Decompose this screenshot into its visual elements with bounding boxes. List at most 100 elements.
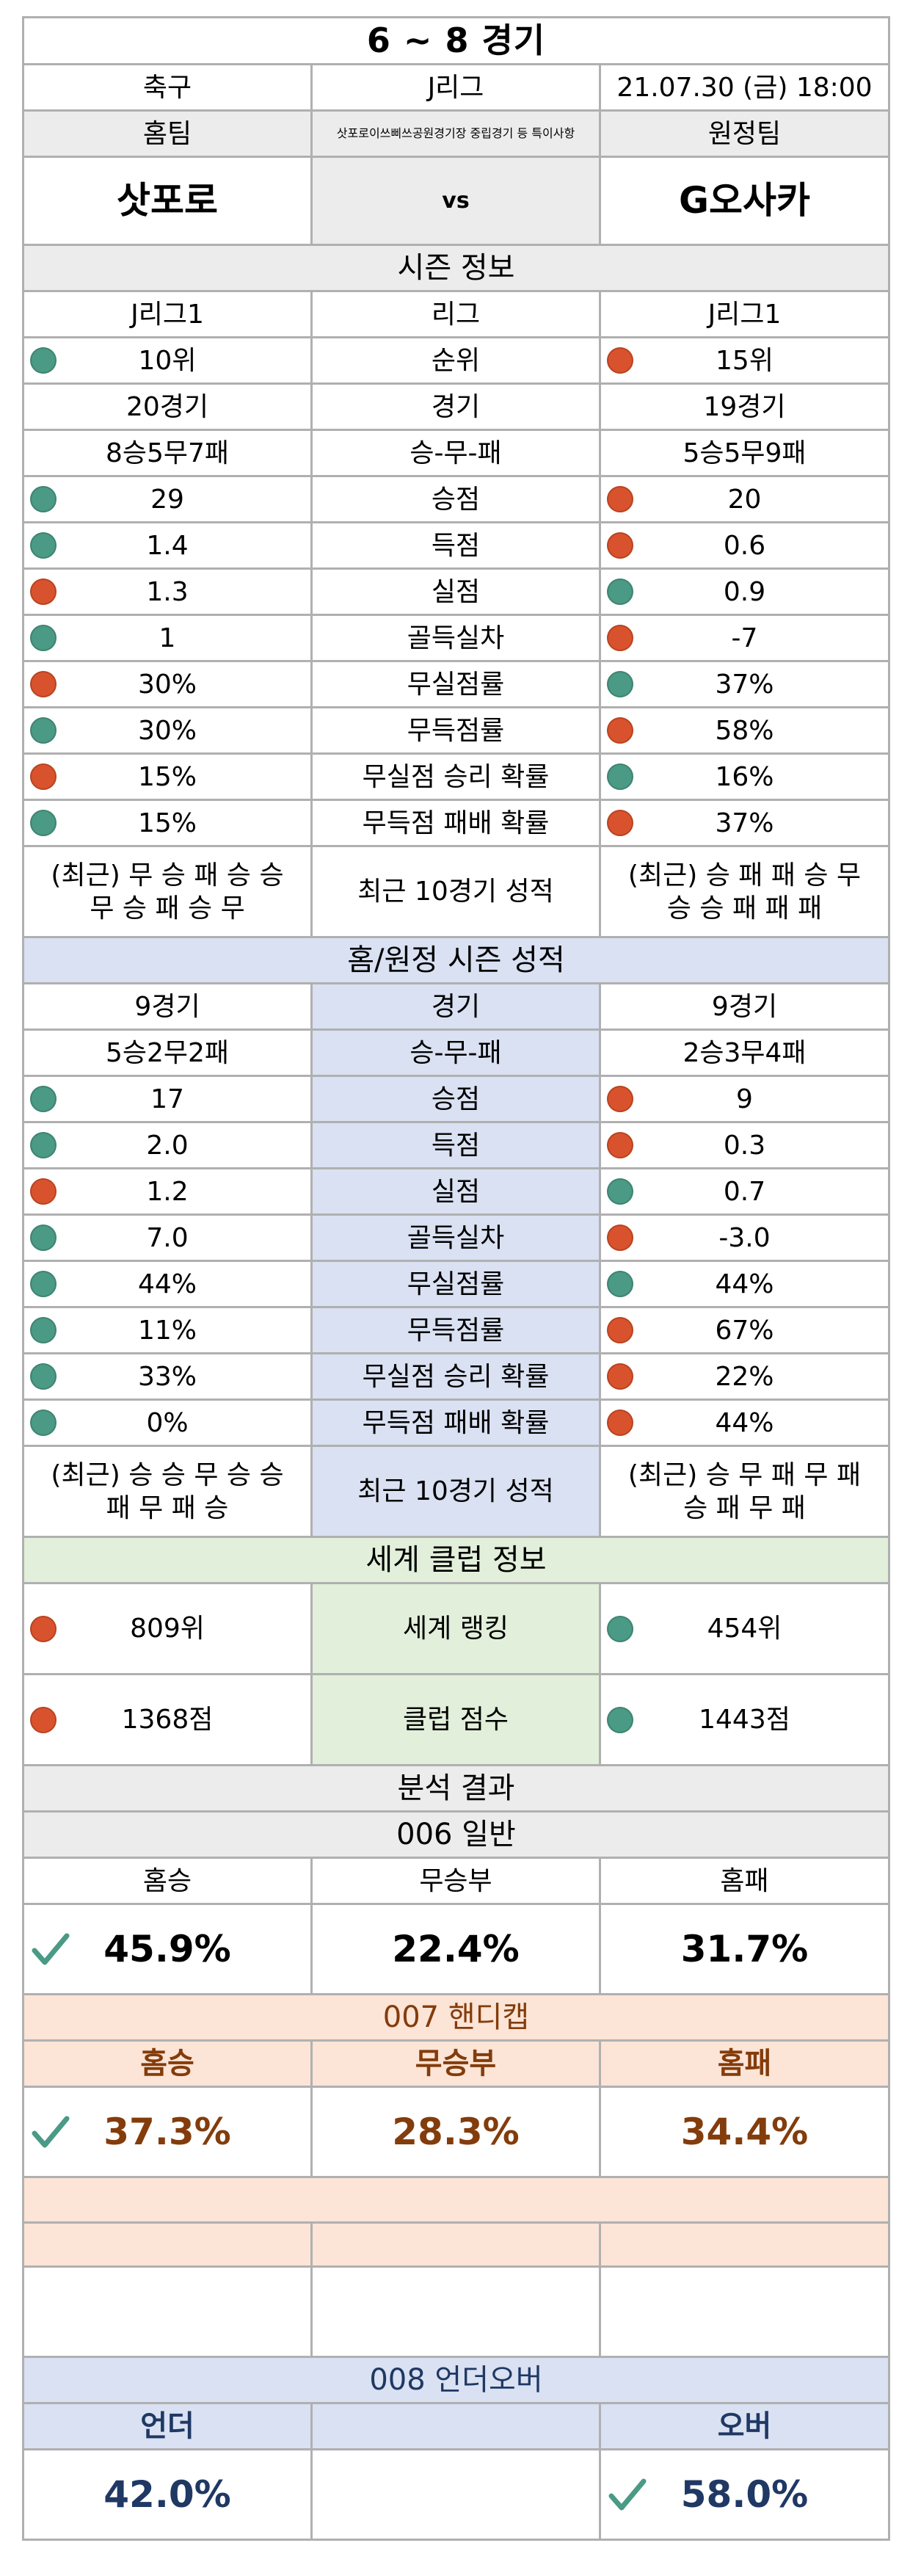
green-dot-icon <box>30 347 57 374</box>
world-stat-label: 세계 랭킹 <box>313 1584 601 1675</box>
away-team-label: 원정팀 <box>601 112 890 158</box>
homeaway-recent-home: (최근) 승 승 무 승 승 패 무 패 승 <box>24 1447 313 1538</box>
season-home-value: 30% <box>24 662 313 708</box>
season-row: 20경기 경기 19경기 <box>24 385 890 431</box>
red-dot-icon <box>30 671 57 697</box>
homeaway-stat-label-text: 무득점률 <box>407 1315 505 1346</box>
homeaway-away-value-text: 44% <box>715 1269 774 1299</box>
season-away-value-text: -7 <box>731 623 758 653</box>
underover-value-empty <box>313 2450 601 2541</box>
season-away-value-text: 37% <box>715 808 774 838</box>
season-away-value: 15위 <box>601 338 890 385</box>
season-home-value: 15% <box>24 755 313 801</box>
season-row: 1 골득실차 -7 <box>24 616 890 662</box>
red-dot-icon <box>607 1317 633 1343</box>
season-row: 15% 무득점 패배 확률 37% <box>24 801 890 847</box>
season-stat-label-text: 무실점률 <box>407 669 505 700</box>
homeaway-row: 11% 무득점률 67% <box>24 1308 890 1354</box>
handicap-home-win-pct: 37.3% <box>103 2110 231 2153</box>
world-section-title: 세계 클럽 정보 <box>24 1538 890 1584</box>
homeaway-stat-label-text: 승점 <box>431 1084 481 1114</box>
season-away-value-text: 20 <box>727 484 762 515</box>
season-stat-label: 승점 <box>313 477 601 523</box>
underover-header-over: 오버 <box>601 2404 890 2450</box>
handicap-header-home-win: 홈승 <box>24 2042 313 2088</box>
green-dot-icon <box>607 1178 633 1205</box>
homeaway-stat-label-text: 승-무-패 <box>410 1037 502 1068</box>
season-stat-label-text: 득점 <box>431 530 481 561</box>
season-stat-label: 무득점 패배 확률 <box>313 801 601 847</box>
world-home-value: 1368점 <box>24 1675 313 1766</box>
season-row: 1.3 실점 0.9 <box>24 570 890 616</box>
homeaway-row: 0% 무득점 패배 확률 44% <box>24 1401 890 1447</box>
season-away-value-text: 16% <box>715 761 774 792</box>
homeaway-home-value-text: 0% <box>146 1407 189 1438</box>
season-recent-away-line1: (최근) 승 패 패 승 무 <box>627 860 862 890</box>
green-dot-icon <box>30 1132 57 1158</box>
sport-label: 축구 <box>24 65 313 112</box>
season-home-value: 15% <box>24 801 313 847</box>
match-analysis-sheet: 6 ~ 8 경기 축구 J리그 21.07.30 (금) 18:00 홈팀 삿포… <box>22 16 890 2541</box>
empty-cell <box>601 2268 890 2358</box>
handicap-value-home-win: 37.3% <box>24 2088 313 2178</box>
empty-cell <box>313 2268 601 2358</box>
season-stat-label-text: 무실점 승리 확률 <box>362 761 550 792</box>
homeaway-row: 17 승점 9 <box>24 1077 890 1123</box>
season-row: 30% 무실점률 37% <box>24 662 890 708</box>
season-stat-label: 득점 <box>313 523 601 570</box>
homeaway-stat-label-text: 경기 <box>431 991 481 1022</box>
home-team-name: 삿포로 <box>24 158 313 246</box>
season-recent-away: (최근) 승 패 패 승 무 승 승 패 패 패 <box>601 847 890 938</box>
season-stat-label-text: 경기 <box>431 391 481 422</box>
homeaway-stat-label-text: 골득실차 <box>407 1222 505 1253</box>
handicap-header-home-loss: 홈패 <box>601 2042 890 2088</box>
season-away-value-text: 37% <box>715 669 774 700</box>
match-note: 삿포로이쓰삐쓰공원경기장 중립경기 등 특이사항 <box>313 112 601 158</box>
league-label: J리그 <box>313 65 601 112</box>
season-stat-label-text: 무득점 패배 확률 <box>362 808 550 838</box>
season-home-value-text: 30% <box>137 669 197 700</box>
red-dot-icon <box>607 1409 633 1436</box>
season-row: 30% 무득점률 58% <box>24 708 890 755</box>
season-stat-label: 무실점 승리 확률 <box>313 755 601 801</box>
homeaway-row: 33% 무실점 승리 확률 22% <box>24 1354 890 1401</box>
red-dot-icon <box>607 810 633 836</box>
homeaway-stat-label-text: 무득점 패배 확률 <box>362 1407 550 1438</box>
homeaway-away-value: 44% <box>601 1401 890 1447</box>
season-away-value: 20 <box>601 477 890 523</box>
world-stat-label: 클럽 점수 <box>313 1675 601 1766</box>
homeaway-recent-home-line2: 패 무 패 승 <box>106 1492 229 1523</box>
general-title: 006 일반 <box>24 1813 890 1859</box>
season-stats: J리그1 리그 J리그1 10위 순위 15위 20경기 경기 19경기 8승5무7패 승-무-패 5… <box>24 292 890 847</box>
season-stat-label: 무득점률 <box>313 708 601 755</box>
homeaway-stat-label: 무득점 패배 확률 <box>313 1401 601 1447</box>
red-dot-icon <box>30 1178 57 1205</box>
world-row: 1368점 클럽 점수 1443점 <box>24 1675 890 1766</box>
season-stat-label: 골득실차 <box>313 616 601 662</box>
homeaway-stat-label: 무득점률 <box>313 1308 601 1354</box>
away-team-name: G오사카 <box>601 158 890 246</box>
handicap-value-draw: 28.3% <box>313 2088 601 2178</box>
season-away-value: 0.9 <box>601 570 890 616</box>
homeaway-stats: 9경기 경기 9경기 5승2무2패 승-무-패 2승3무4패 17 승점 9 2.0 득점 0.3 1.… <box>24 984 890 1447</box>
general-home-win-pct: 45.9% <box>103 1927 231 1970</box>
world-row: 809위 세계 랭킹 454위 <box>24 1584 890 1675</box>
homeaway-stat-label: 골득실차 <box>313 1216 601 1262</box>
green-dot-icon <box>607 578 633 605</box>
homeaway-row: 5승2무2패 승-무-패 2승3무4패 <box>24 1031 890 1077</box>
season-away-value: 37% <box>601 801 890 847</box>
season-home-value: 1.3 <box>24 570 313 616</box>
homeaway-away-value-text: 9 <box>736 1084 753 1114</box>
season-home-value-text: 1.3 <box>146 576 189 607</box>
season-stat-label-text: 승-무-패 <box>410 438 502 468</box>
homeaway-home-value: 0% <box>24 1401 313 1447</box>
red-dot-icon <box>607 717 633 744</box>
homeaway-home-value-text: 2.0 <box>146 1130 189 1161</box>
homeaway-recent-away-line1: (최근) 승 무 패 무 패 <box>627 1459 862 1490</box>
homeaway-stat-label: 실점 <box>313 1169 601 1216</box>
homeaway-row: 1.2 실점 0.7 <box>24 1169 890 1216</box>
season-recent-away-line2: 승 승 패 패 패 <box>666 893 823 924</box>
check-icon <box>608 2478 647 2511</box>
homeaway-away-value: 9경기 <box>601 984 890 1031</box>
homeaway-away-value: 67% <box>601 1308 890 1354</box>
